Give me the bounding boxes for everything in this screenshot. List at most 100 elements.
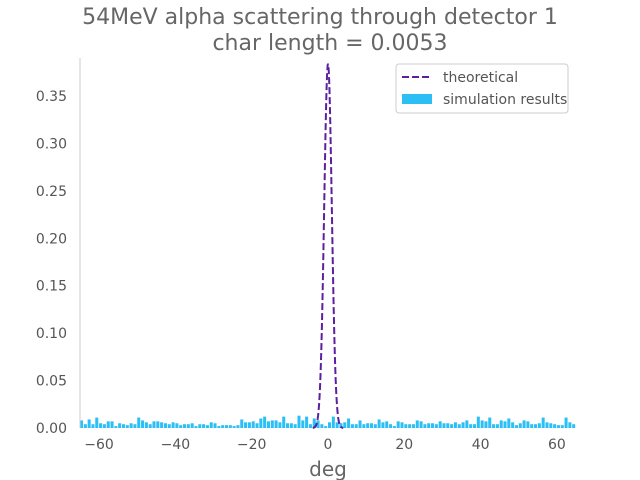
x-tick-label: 20	[395, 437, 413, 453]
histogram-bar	[320, 424, 324, 428]
histogram-bar	[186, 424, 190, 428]
histogram-bar	[266, 421, 270, 428]
histogram-bar	[244, 422, 248, 428]
histogram-bar	[350, 424, 354, 428]
histogram-bar	[530, 424, 534, 428]
histogram-bar	[522, 420, 526, 428]
histogram-bar	[175, 423, 179, 428]
histogram-bar	[419, 421, 423, 428]
histogram-bar	[568, 422, 572, 428]
x-tick-label: 40	[472, 437, 490, 453]
histogram-bar	[83, 424, 87, 428]
histogram-bar	[255, 423, 259, 428]
histogram-bar	[205, 425, 209, 428]
histogram-bar	[499, 420, 503, 428]
histogram-bar	[316, 420, 320, 428]
histogram-bar	[179, 425, 183, 428]
histogram-bar	[236, 425, 240, 428]
histogram-bar	[381, 422, 385, 428]
histogram-bar	[503, 421, 507, 428]
histogram-bar	[198, 424, 202, 428]
histogram-bar	[156, 421, 160, 428]
histogram-bar	[400, 422, 404, 428]
histogram-bar	[415, 420, 419, 428]
histogram-bar	[469, 424, 473, 428]
histogram-bar	[228, 425, 232, 428]
histogram-bar	[541, 417, 545, 428]
histogram-bar	[91, 424, 95, 428]
histogram-bar	[118, 423, 122, 428]
histogram-bar	[289, 423, 293, 428]
histogram-bar	[335, 422, 339, 428]
histogram-bar	[121, 424, 125, 428]
histogram-bar	[270, 420, 274, 428]
histogram-bar	[438, 421, 442, 428]
x-tick-label: −60	[84, 437, 114, 453]
histogram-bar	[549, 423, 553, 428]
histogram-bar	[293, 424, 297, 428]
histogram-bar	[129, 423, 133, 428]
histogram-bar	[461, 422, 465, 428]
histogram-bar	[232, 426, 236, 428]
x-tick-label: 0	[324, 437, 333, 453]
histogram-bar	[160, 422, 164, 428]
histogram-bar	[141, 420, 145, 428]
histogram-bar	[144, 422, 148, 428]
histogram-bar	[358, 420, 362, 428]
y-tick-label: 0.20	[36, 231, 67, 247]
x-axis-label: deg	[309, 457, 347, 480]
y-tick-label: 0.00	[36, 421, 67, 437]
histogram-bar	[190, 423, 194, 428]
histogram-bar	[259, 418, 263, 428]
y-tick-label: 0.15	[36, 279, 67, 295]
histogram-bar	[488, 417, 492, 428]
histogram-bar	[347, 418, 351, 428]
histogram-bar	[102, 424, 106, 428]
legend: theoretical simulation results	[395, 63, 569, 114]
histogram-bar	[423, 424, 427, 428]
histogram-bar	[137, 417, 141, 428]
x-tick-label: 60	[548, 437, 566, 453]
chart-title-line-2: char length = 0.0053	[212, 31, 447, 56]
histogram-bar	[431, 423, 435, 428]
histogram-bar	[324, 426, 328, 428]
histogram-bar	[362, 424, 366, 428]
histogram-bar	[472, 424, 476, 428]
histogram-bar	[286, 423, 290, 428]
histogram-bar	[389, 424, 393, 428]
histogram-bar	[152, 421, 156, 428]
histogram-bars	[80, 415, 576, 428]
x-tick-label: −20	[237, 437, 267, 453]
y-tick-label: 0.30	[36, 136, 67, 152]
histogram-bar	[553, 424, 557, 428]
histogram-bar	[373, 424, 377, 428]
histogram-bar	[450, 424, 454, 428]
histogram-bar	[526, 421, 530, 428]
legend-box	[395, 63, 569, 114]
histogram-bar	[556, 425, 560, 428]
histogram-bar	[183, 424, 187, 428]
histogram-bar	[534, 424, 538, 428]
x-tick-label: −40	[161, 437, 191, 453]
histogram-bar	[331, 416, 335, 428]
histogram-bar	[545, 422, 549, 428]
histogram-bar	[343, 422, 347, 428]
histogram-bar	[507, 418, 511, 428]
histogram-bar	[366, 423, 370, 428]
histogram-bar	[514, 425, 518, 428]
y-tick-label: 0.35	[36, 89, 67, 105]
histogram-bar	[354, 424, 358, 428]
theoretical-curve	[312, 63, 344, 429]
histogram-bar	[396, 421, 400, 428]
histogram-bar	[114, 426, 118, 428]
histogram-bar	[221, 425, 225, 428]
histogram-bar	[282, 416, 286, 428]
histogram-bar	[274, 420, 278, 428]
histogram-bar	[308, 424, 312, 428]
histogram-bar	[377, 419, 381, 428]
histogram-bar	[99, 423, 103, 428]
histogram-bar	[369, 423, 373, 428]
histogram-bar	[106, 421, 110, 428]
histogram-bar	[492, 424, 496, 428]
theoretical-curve-group	[312, 63, 344, 429]
